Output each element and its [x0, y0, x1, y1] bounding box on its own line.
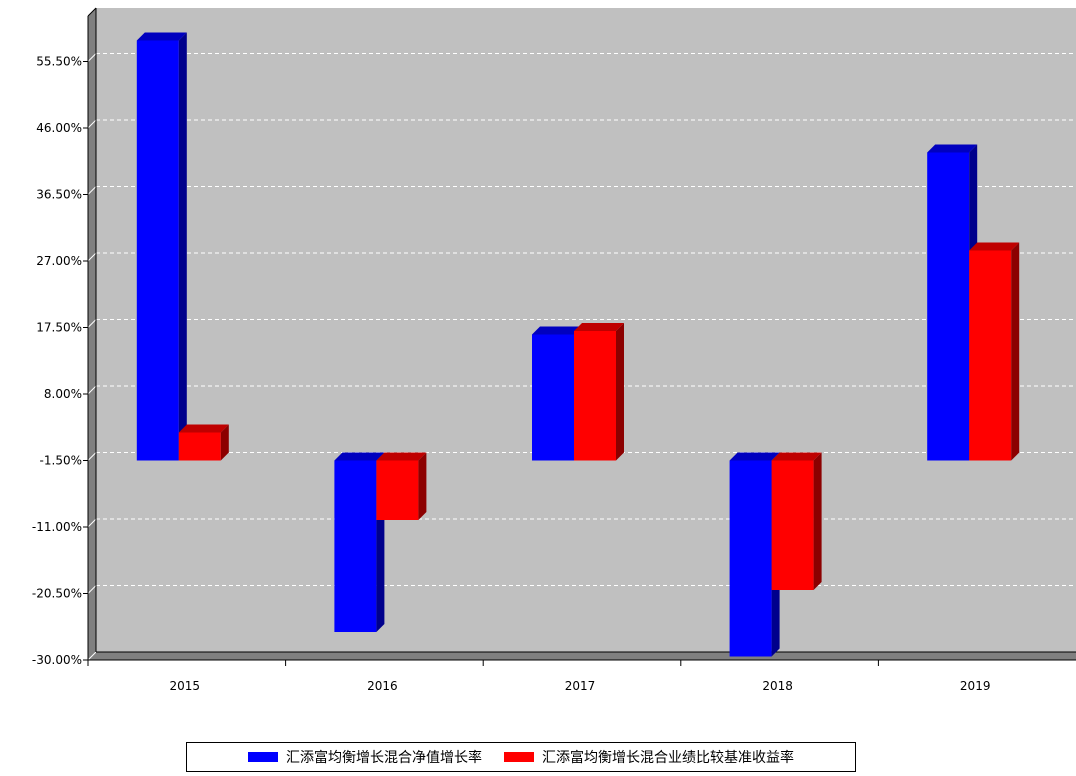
- bar-top-2017-series-1: [574, 323, 624, 331]
- floor: [88, 652, 1076, 660]
- bar-2019-series-1: [969, 250, 1012, 461]
- bar-2015-series-0: [136, 40, 179, 461]
- bar-side-2015-series-0: [178, 32, 187, 461]
- y-tick-label: 55.50%: [36, 55, 82, 69]
- bar-2016-series-1: [376, 460, 419, 520]
- bar-side-2017-series-1: [616, 323, 624, 461]
- bar-2019-series-0: [927, 152, 970, 461]
- gridline-wall: [87, 119, 97, 129]
- bar-top-2016-series-1: [376, 452, 427, 461]
- gridline-wall: [87, 585, 97, 594]
- bar-top-2019-series-1: [969, 242, 1020, 251]
- gridline-wall: [87, 518, 97, 528]
- bar-top-2018-series-0: [729, 452, 780, 461]
- legend-item-series-1: 汇添富均衡增长混合业绩比较基准收益率: [504, 747, 794, 767]
- legend: 汇添富均衡增长混合净值增长率 汇添富均衡增长混合业绩比较基准收益率: [186, 742, 856, 772]
- bar-2018-series-1: [771, 460, 814, 590]
- gridline-wall: [87, 186, 97, 195]
- x-tick-label: 2018: [762, 679, 793, 693]
- legend-label-series-1: 汇添富均衡增长混合业绩比较基准收益率: [542, 750, 794, 766]
- y-tick-label: -1.50%: [40, 454, 82, 468]
- bar-top-2018-series-1: [771, 452, 822, 461]
- left-wall: [88, 8, 96, 660]
- gridline-wall: [87, 252, 97, 262]
- bars: [136, 32, 1020, 657]
- y-tick-label: -20.50%: [32, 587, 82, 601]
- legend-item-series-0: 汇添富均衡增长混合净值增长率: [248, 747, 482, 767]
- axis-corner: [87, 7, 97, 17]
- gridline-wall: [87, 385, 97, 395]
- bar-side-2015-series-1: [220, 424, 229, 461]
- y-tick-label: -11.00%: [32, 520, 82, 534]
- bar-top-2019-series-0: [927, 144, 978, 153]
- gridline-wall: [87, 452, 97, 461]
- legend-swatch-blue: [248, 752, 278, 762]
- x-tick-label: 2017: [565, 679, 596, 693]
- x-tick-label: 2019: [960, 679, 991, 693]
- y-tick-label: 8.00%: [44, 387, 82, 401]
- tick-labels: 55.50% 46.00% 36.50% 27.00% 17.50% 8.00% -1.50…: [32, 55, 991, 694]
- gridline-wall: [87, 319, 97, 328]
- bar-top-2015-series-1: [178, 424, 229, 433]
- bar-2015-series-1: [178, 432, 221, 461]
- y-tick-label: 36.50%: [36, 188, 82, 202]
- bar-2017-series-0: [532, 334, 574, 461]
- y-tick-label: 17.50%: [36, 321, 82, 335]
- bar-top-2016-series-0: [334, 452, 385, 461]
- bar-top-2015-series-0: [136, 32, 187, 41]
- x-tick-label: 2016: [367, 679, 398, 693]
- gridline-wall: [87, 651, 97, 661]
- y-tick-label: 46.00%: [36, 121, 82, 135]
- bar-chart: 55.50% 46.00% 36.50% 27.00% 17.50% 8.00% -1.50…: [32, 7, 1076, 694]
- y-tick-label: -30.00%: [32, 653, 82, 667]
- legend-label-series-0: 汇添富均衡增长混合净值增长率: [286, 750, 482, 766]
- bar-side-2019-series-1: [1011, 242, 1020, 461]
- bar-side-2016-series-1: [418, 452, 427, 520]
- bar-2016-series-0: [334, 460, 377, 632]
- bar-top-2017-series-0: [532, 326, 582, 335]
- y-tick-label: 27.00%: [36, 254, 82, 268]
- gridline-wall: [87, 53, 97, 62]
- bar-2017-series-1: [574, 331, 616, 461]
- x-tick-label: 2015: [170, 679, 201, 693]
- bar-side-2018-series-1: [813, 452, 822, 590]
- legend-swatch-red: [504, 752, 534, 762]
- bar-2018-series-0: [729, 460, 772, 657]
- axes: [83, 7, 1076, 666]
